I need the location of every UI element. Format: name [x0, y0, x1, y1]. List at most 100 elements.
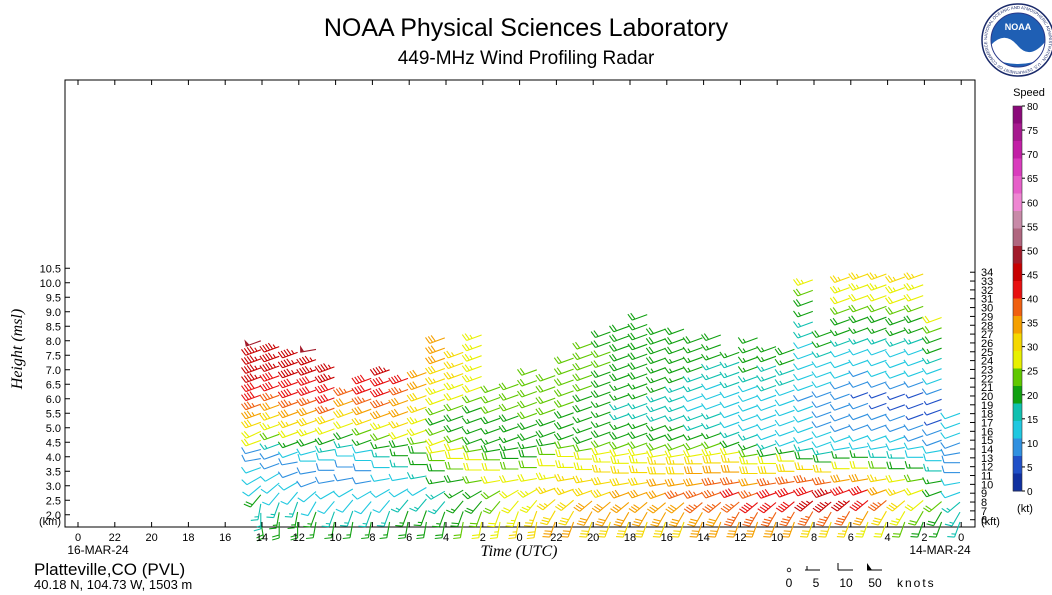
wind-barb — [756, 375, 777, 382]
wind-barb — [266, 502, 280, 519]
wind-barb — [481, 452, 500, 461]
wind-barb — [434, 521, 446, 540]
wind-barb — [609, 344, 629, 352]
wind-barb — [277, 441, 298, 449]
wind-barb — [590, 370, 611, 378]
y-tick-label-right: 14 — [981, 444, 993, 456]
wind-barb — [926, 511, 943, 527]
wind-barb — [794, 462, 813, 470]
wind-barb — [811, 431, 832, 438]
page-title: NOAA Physical Sciences Laboratory — [323, 14, 729, 42]
wind-barb — [701, 373, 721, 381]
wind-barb — [645, 346, 666, 355]
wind-barb — [461, 364, 482, 373]
wind-barb — [719, 421, 740, 429]
wind-barb — [427, 501, 446, 515]
wind-barb — [425, 428, 445, 436]
colorbar-segment — [1013, 386, 1022, 404]
wind-barb — [519, 499, 538, 514]
wind-barb — [866, 424, 887, 431]
wind-barb — [259, 432, 280, 441]
wind-barb — [371, 460, 390, 469]
x-tick-label: 18 — [624, 532, 636, 544]
wind-barb — [553, 421, 574, 430]
wind-barb — [687, 512, 703, 527]
wind-barb — [590, 401, 611, 408]
wind-barb — [645, 405, 666, 413]
x-tick-label: 2 — [921, 532, 927, 544]
wind-barb — [682, 424, 703, 432]
wind-barb — [480, 385, 501, 394]
x-tick-label: 10 — [771, 532, 783, 544]
wind-barb — [645, 395, 666, 403]
wind-barb — [259, 381, 280, 392]
wind-barb — [314, 363, 335, 373]
wind-barb — [352, 453, 372, 462]
x-tick-label: 14 — [256, 532, 268, 544]
wind-barb — [921, 357, 942, 365]
wind-barb — [595, 511, 611, 527]
wind-barb — [921, 326, 942, 334]
wind-barb — [262, 492, 280, 506]
y-tick-label-left: 5.0 — [46, 423, 61, 435]
wind-barb — [903, 435, 924, 442]
wind-barb — [314, 383, 335, 394]
wind-barb — [664, 405, 685, 413]
wind-barb — [426, 453, 445, 462]
wind-barb — [499, 451, 519, 459]
wind-barb — [794, 451, 813, 460]
wind-barb — [572, 352, 593, 361]
wind-barb — [627, 422, 648, 430]
wind-barb — [609, 324, 629, 333]
wind-barb — [627, 312, 648, 321]
wind-barb — [848, 315, 869, 324]
wind-barb — [793, 342, 813, 349]
wind-barb — [590, 440, 611, 448]
wind-barb — [701, 403, 721, 410]
wind-barb — [425, 335, 445, 344]
wind-barb — [737, 395, 758, 402]
wind-barb — [812, 464, 832, 473]
wind-barb — [683, 466, 703, 475]
wind-barb — [627, 392, 648, 400]
wind-barb — [848, 293, 869, 302]
wind-barb — [296, 365, 317, 376]
wind-barb — [406, 416, 427, 425]
wind-barb — [609, 353, 629, 362]
wind-barb — [462, 444, 482, 453]
wind-barb — [829, 361, 850, 369]
wind-barb — [572, 362, 593, 371]
y-tick-label-right: 27 — [981, 329, 993, 341]
wind-barb — [560, 521, 575, 538]
y-tick-label-right: 9 — [981, 488, 987, 500]
wind-barb — [259, 342, 280, 353]
wind-barb — [683, 456, 703, 465]
wind-barb — [627, 402, 648, 410]
wind-barb — [517, 389, 537, 398]
colorbar-segment — [1013, 228, 1022, 247]
wind-barb — [866, 337, 887, 345]
wind-barb — [397, 521, 409, 540]
wind-barb — [297, 453, 316, 462]
wind-barb — [370, 488, 390, 498]
wind-barb — [908, 510, 924, 526]
wind-barb — [590, 390, 611, 398]
wind-barb — [921, 429, 942, 436]
wind-barb — [241, 447, 261, 455]
legend-label: 5 — [813, 576, 820, 590]
colorbar-label: 20 — [1027, 391, 1039, 402]
wind-barb — [627, 412, 648, 420]
wind-barb — [480, 475, 501, 484]
wind-barb — [719, 371, 740, 379]
wind-barb — [793, 415, 813, 423]
wind-barb — [351, 406, 372, 416]
wind-barb — [793, 426, 813, 434]
y-tick-label-left: 6.5 — [46, 379, 61, 391]
wind-barb — [609, 384, 629, 391]
y-tick-label-right: 11 — [981, 471, 992, 483]
wind-barb — [627, 362, 648, 370]
colorbar-segment — [1013, 473, 1022, 492]
wind-barb — [535, 472, 556, 481]
